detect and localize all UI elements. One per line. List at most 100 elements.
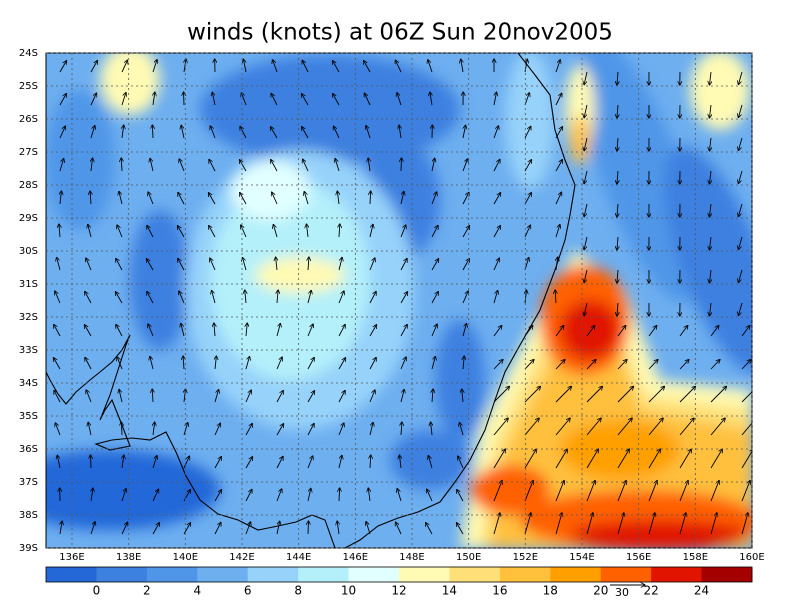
contour-area [470,465,550,515]
wind-arrow [584,137,588,151]
wind-arrow [209,226,216,238]
lat-label: 32S [19,312,38,323]
wind-arrow [524,449,536,469]
wind-arrow [240,193,247,205]
wind-arrow [493,481,502,502]
wind-arrow [648,481,657,502]
wind-arrow [432,389,433,403]
wind-arrow [648,418,663,436]
wind-arrow [617,203,618,217]
wind-arrow [400,225,406,238]
wind-arrow [307,391,314,403]
colorbar-swatch [499,567,551,582]
wind-arrow [241,225,247,238]
wind-arrow [147,292,154,304]
wind-arrow [710,449,722,469]
wind-arrow [276,357,282,370]
wind-speed-field [46,53,752,548]
lon-label: 150E [456,552,481,563]
wind-arrow [210,258,216,271]
wind-arrow [617,170,618,184]
wind-arrow [338,325,345,337]
wind-arrow [741,360,751,370]
wind-arrow [617,360,627,370]
wind-arrow [462,159,468,172]
lat-label: 31S [19,279,38,290]
wind-arrow [306,224,308,238]
wind-arrow [121,489,126,502]
wind-arrow [178,226,185,238]
wind-arrow [90,191,91,205]
wind-arrow [457,523,464,535]
wind-arrow [153,422,155,436]
wind-arrow [90,93,96,106]
colorbar-label: 0 [93,584,101,598]
wind-arrow [738,137,743,150]
wind-arrow [338,423,344,436]
wind-arrow [524,193,531,205]
wind-arrow [152,523,159,535]
wind-arrow [369,224,373,238]
wind-arrow [584,302,588,316]
wind-arrow [457,490,464,502]
colorbar: 0 2 4 6 8 10 12 14 16 18 20 22 24 [45,566,753,598]
wind-arrow [57,257,61,271]
wind-arrow [277,290,278,304]
wind-arrow [276,424,283,436]
colorbar-swatch [46,567,97,582]
wind-arrow [738,203,743,216]
wind-arrow [214,522,221,535]
wind-arrow [586,513,593,535]
wind-arrow [679,386,695,403]
wind-arrow [493,418,508,436]
wind-arrow [709,170,711,184]
wind-arrow [555,225,560,238]
wind-arrow [524,160,531,172]
wind-arrow [119,389,123,403]
map-frame [45,52,753,549]
wind-arrow [397,489,402,502]
wind-arrow [555,513,562,535]
wind-arrow [617,326,626,337]
lon-label: 152E [513,552,538,563]
wind-arrow [59,126,65,139]
contour-area [200,55,460,165]
wind-arrow [337,521,339,535]
wind-arrow [366,522,371,535]
wind-arrow [272,192,278,205]
wind-arrow [617,449,629,469]
wind-arrow [339,224,340,238]
wind-arrow [648,326,657,337]
wind-arrow [709,203,711,217]
wind-arrow [738,71,743,84]
colorbar-swatch [146,567,198,582]
lon-label: 158E [683,552,708,563]
colorbar-swatch [701,567,753,582]
wind-arrow [396,522,402,535]
wind-arrow [648,449,660,469]
wind-arrow [431,192,437,205]
colorbar-label: 18 [543,584,558,598]
wind-arrow [431,422,432,436]
wind-arrow [276,257,277,271]
wind-arrow [240,126,247,139]
wind-arrow [212,92,216,106]
wind-arrow [90,126,95,139]
wind-arrow [152,489,158,502]
wind-arrow [738,236,743,249]
wind-arrow [60,191,61,205]
wind-arrow [741,418,752,436]
lat-label: 34S [19,378,38,389]
wind-arrow [148,192,154,205]
colorbar-label: 10 [341,584,356,598]
wind-arrow [555,326,564,337]
contour-area [100,53,160,115]
wind-arrow [738,170,743,183]
wind-arrow [524,258,529,271]
wind-arrow [555,127,562,139]
wind-arrow [524,326,533,337]
wind-arrow [399,125,401,139]
wind-arrow [524,386,540,403]
wind-arrow [184,59,186,73]
wind-arrow [709,236,711,250]
